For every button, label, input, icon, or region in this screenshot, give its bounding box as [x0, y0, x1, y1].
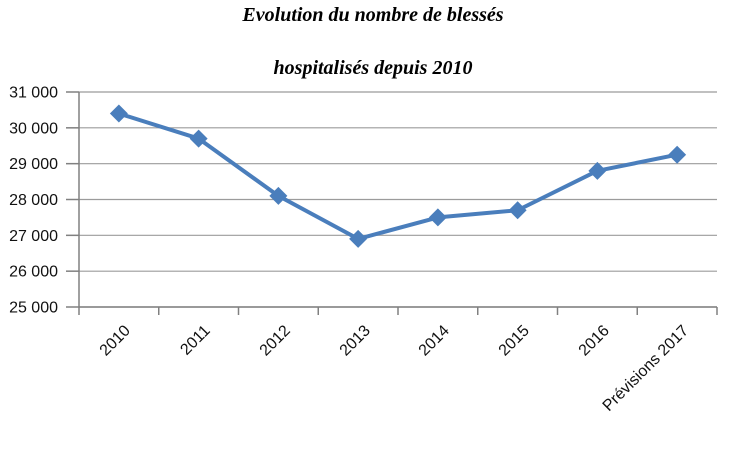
data-point [109, 104, 128, 123]
y-axis-label: 30 000 [9, 120, 58, 137]
chart-title-line-2: hospitalisés depuis 2010 [273, 57, 473, 79]
y-axis-label: 26 000 [9, 264, 58, 281]
y-axis-label: 29 000 [9, 156, 58, 173]
y-axis-label: 25 000 [9, 300, 58, 317]
data-point [269, 186, 288, 205]
y-axis-label: 28 000 [9, 192, 58, 209]
chart-title-line-1: Evolution du nombre de blessés [242, 4, 504, 26]
data-point [349, 229, 368, 248]
data-point [189, 129, 208, 148]
data-point [508, 201, 527, 220]
data-point [668, 145, 687, 164]
data-point [588, 161, 607, 180]
y-axis-label: 31 000 [9, 85, 58, 102]
data-point [428, 208, 447, 227]
data-line [116, 111, 680, 241]
y-axis-label: 27 000 [9, 228, 58, 245]
